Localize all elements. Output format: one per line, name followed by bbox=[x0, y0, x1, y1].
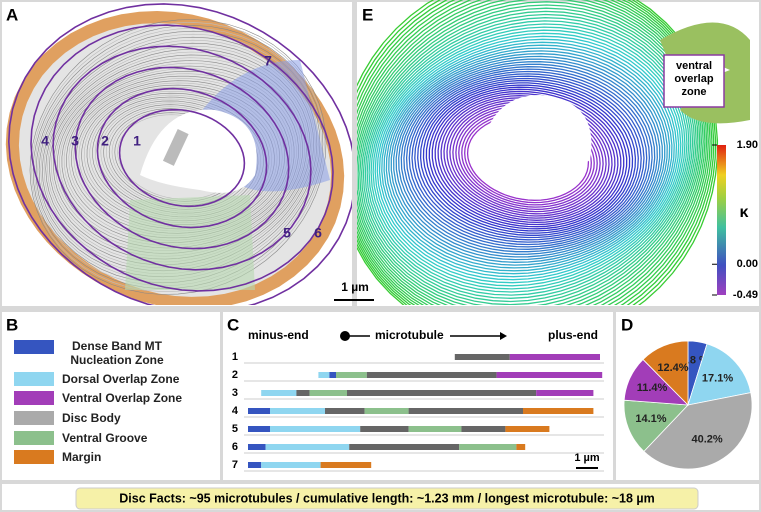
scale-label: 1 µm bbox=[574, 452, 600, 464]
mt-segment bbox=[248, 426, 270, 432]
mt-segment bbox=[459, 444, 516, 450]
colorbar bbox=[717, 145, 726, 295]
panel-letter: D bbox=[621, 315, 633, 334]
minus-end-label: minus-end bbox=[248, 328, 309, 342]
mt-segment bbox=[261, 390, 296, 396]
legend-swatch bbox=[14, 431, 54, 445]
mt-segment bbox=[510, 354, 600, 360]
panel-letter: E bbox=[362, 5, 373, 24]
mt-segment bbox=[360, 426, 408, 432]
mt-segment bbox=[329, 372, 336, 378]
colorbar-symbol: κ bbox=[740, 204, 749, 221]
mt-segment bbox=[270, 426, 360, 432]
mt-segment bbox=[536, 390, 593, 396]
mt-segment bbox=[248, 408, 270, 414]
pie-label: 11.4% bbox=[637, 382, 668, 394]
mt-segment bbox=[270, 408, 325, 414]
scale-label: 1 µm bbox=[341, 280, 369, 294]
row-label: 1 bbox=[232, 351, 238, 363]
pie-label: 14.1% bbox=[635, 413, 666, 425]
legend-label: Ventral Overlap Zone bbox=[62, 391, 212, 405]
mt-segment bbox=[296, 390, 309, 396]
mt-segment bbox=[523, 408, 593, 414]
mt-segment bbox=[455, 354, 510, 360]
contour-label: 6 bbox=[314, 225, 322, 241]
pie-label: 12.4% bbox=[657, 362, 688, 374]
row-label: 6 bbox=[232, 441, 238, 453]
mt-segment bbox=[409, 408, 523, 414]
legend-label: Ventral Groove bbox=[62, 431, 212, 445]
figure: Disc Facts: ~95 microtubules / cumulativ… bbox=[0, 0, 761, 512]
panel-letter: C bbox=[227, 315, 239, 334]
contour-label: 1 bbox=[133, 133, 141, 149]
legend-swatch bbox=[14, 372, 54, 386]
row-label: 4 bbox=[232, 405, 239, 417]
mt-segment bbox=[310, 390, 347, 396]
contour-label: 4 bbox=[41, 133, 49, 149]
mt-segment bbox=[248, 462, 261, 468]
legend-label: Disc Body bbox=[62, 411, 212, 425]
mt-segment bbox=[409, 426, 462, 432]
plus-end-label: plus-end bbox=[548, 328, 598, 342]
mt-segment bbox=[261, 462, 320, 468]
legend-label: Dense Band MT Nucleation Zone bbox=[62, 339, 172, 367]
mt-segment bbox=[325, 408, 365, 414]
row-label: 2 bbox=[232, 369, 238, 381]
mt-segment bbox=[347, 390, 536, 396]
legend-label: Margin bbox=[62, 450, 212, 464]
mt-segment bbox=[266, 444, 350, 450]
contour-label: 2 bbox=[101, 133, 109, 149]
mt-segment bbox=[461, 426, 505, 432]
pie-label: 17.1% bbox=[702, 372, 733, 384]
legend-swatch bbox=[14, 391, 54, 405]
legend-swatch bbox=[14, 340, 54, 354]
row-label: 3 bbox=[232, 387, 238, 399]
colorbar-label: 0.00 bbox=[737, 258, 758, 270]
mt-segment bbox=[321, 462, 372, 468]
contour-label: 3 bbox=[71, 133, 79, 149]
mt-segment bbox=[505, 426, 549, 432]
panel-letter: B bbox=[6, 315, 18, 334]
legend-swatch bbox=[14, 450, 54, 464]
legend-label: Dorsal Overlap Zone bbox=[62, 372, 212, 386]
colorbar-label: -0.49 bbox=[733, 289, 758, 301]
mt-segment bbox=[367, 372, 497, 378]
ventral-groove bbox=[125, 195, 255, 290]
mt-segment bbox=[349, 444, 459, 450]
row-label: 5 bbox=[232, 423, 238, 435]
contour-label: 7 bbox=[264, 53, 272, 69]
microtubule-label: microtubule bbox=[375, 328, 444, 342]
mt-segment bbox=[365, 408, 409, 414]
mt-segment bbox=[336, 372, 367, 378]
legend-swatch bbox=[14, 411, 54, 425]
colorbar-label: 1.90 bbox=[737, 139, 758, 151]
mt-segment bbox=[497, 372, 603, 378]
facts-text: Disc Facts: ~95 microtubules / cumulativ… bbox=[119, 491, 654, 505]
pie-label: 40.2% bbox=[692, 434, 723, 446]
mt-segment bbox=[248, 444, 266, 450]
panel-letter: A bbox=[6, 5, 18, 24]
mt-segment bbox=[318, 372, 329, 378]
row-label: 7 bbox=[232, 459, 238, 471]
mt-segment bbox=[516, 444, 525, 450]
contour-label: 5 bbox=[283, 225, 291, 241]
